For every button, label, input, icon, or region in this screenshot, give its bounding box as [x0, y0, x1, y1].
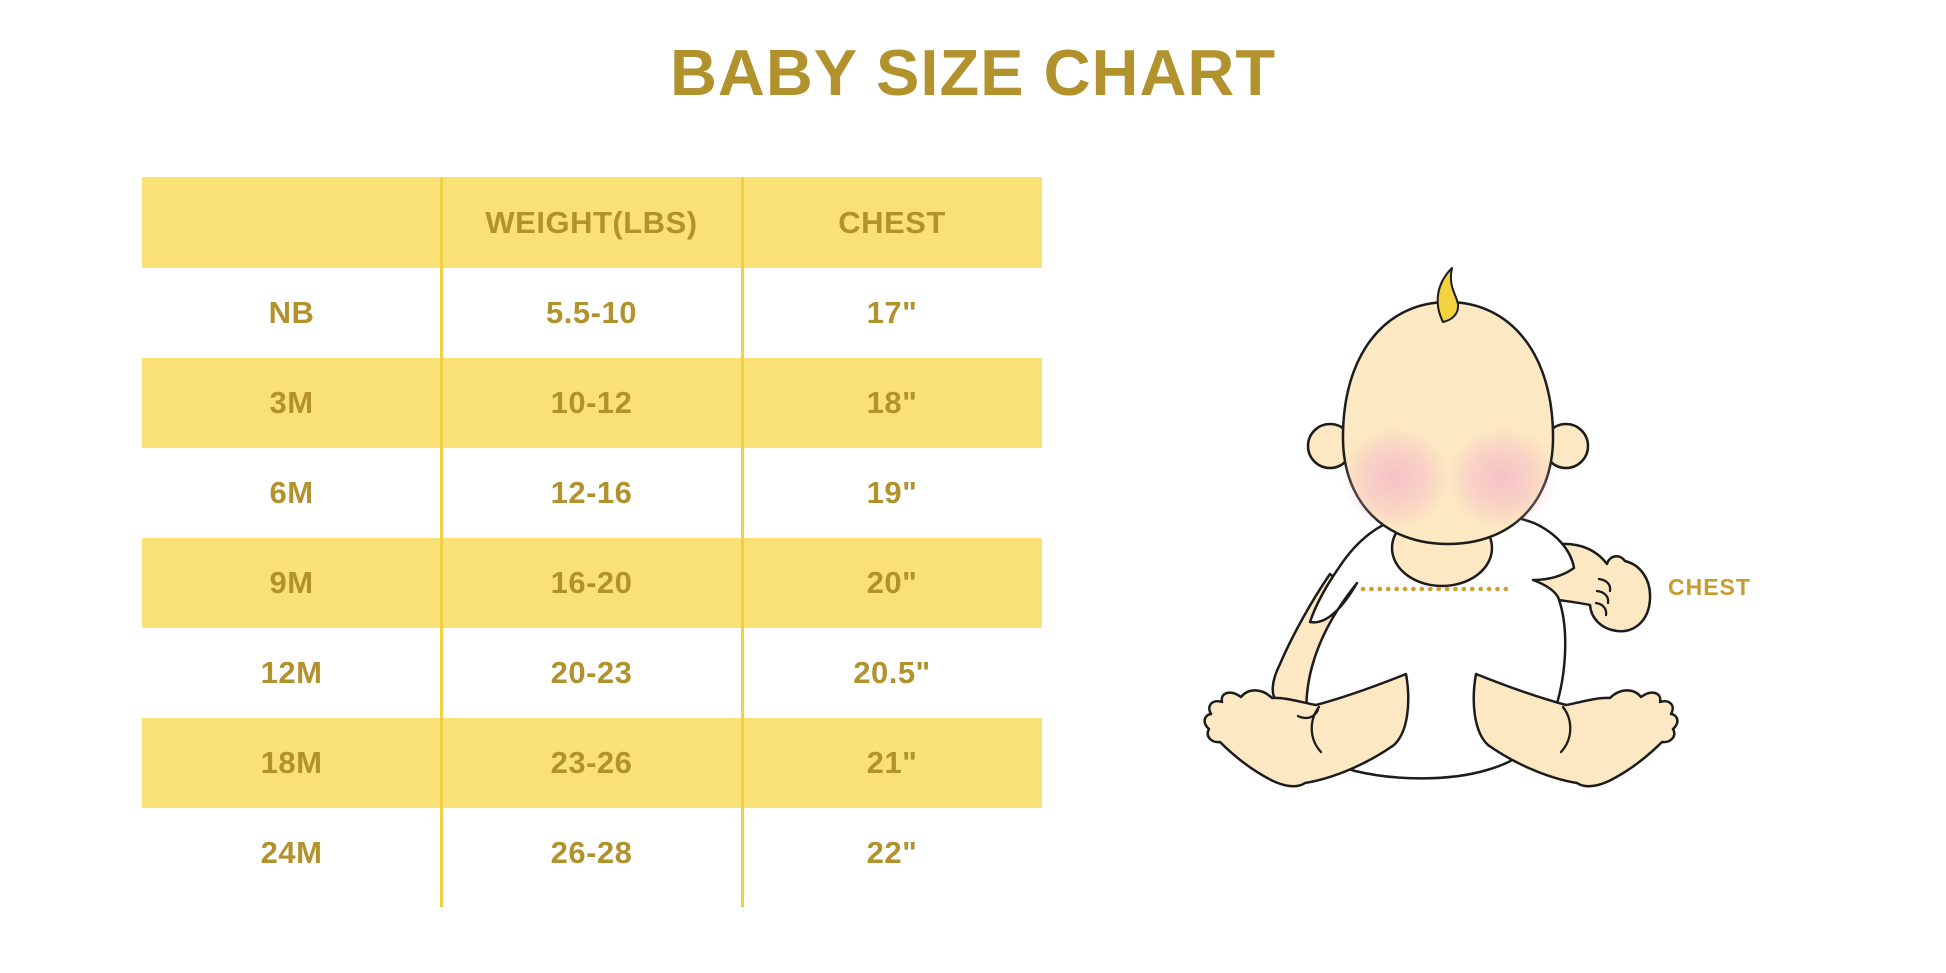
- table-row: 3M 10-12 18": [142, 358, 1042, 448]
- cell-chest: 20.5": [853, 655, 931, 690]
- fist-creases: [1594, 577, 1612, 617]
- table-row: 6M 12-16 19": [142, 448, 1042, 538]
- cell-chest: 20": [866, 565, 918, 600]
- table-header-row: WEIGHT(LBS) CHEST: [142, 177, 1042, 268]
- header-cell-weight: WEIGHT(LBS): [485, 204, 698, 240]
- baby-left-leg: [1203, 672, 1410, 788]
- column-divider-line: [440, 177, 443, 907]
- cell-size: 18M: [260, 745, 323, 780]
- hand-crease: [1296, 708, 1320, 720]
- chest-label: CHEST: [1668, 574, 1751, 600]
- table-row: 12M 20-23 20.5": [142, 628, 1042, 718]
- cell-size: NB: [268, 295, 315, 330]
- cell-chest: 22": [866, 835, 918, 870]
- cell-size: 6M: [269, 475, 314, 510]
- table-row: 24M 26-28 22": [142, 808, 1042, 898]
- cell-weight: 20-23: [550, 655, 633, 690]
- cell-chest: 17": [866, 295, 918, 330]
- cell-size: 3M: [269, 385, 314, 420]
- baby-hair-curl: [1436, 267, 1460, 323]
- size-table: WEIGHT(LBS) CHEST NB 5.5-10 17" 3M 10-12…: [142, 177, 1042, 898]
- cell-weight: 12-16: [550, 475, 633, 510]
- cell-chest: 21": [866, 745, 918, 780]
- baby-blush-left: [1341, 428, 1449, 528]
- cell-weight: 5.5-10: [546, 295, 637, 330]
- column-divider-line: [741, 177, 744, 907]
- cell-chest: 18": [866, 385, 918, 420]
- cell-size: 12M: [260, 655, 323, 690]
- baby-illustration: [1180, 250, 1680, 810]
- cell-weight: 23-26: [550, 745, 633, 780]
- cell-chest: 19": [866, 475, 918, 510]
- table-row: 18M 23-26 21": [142, 718, 1042, 808]
- cell-weight: 16-20: [550, 565, 633, 600]
- table-row: NB 5.5-10 17": [142, 268, 1042, 358]
- baby-head-group: [1306, 267, 1590, 546]
- table-row: 9M 16-20 20": [142, 538, 1042, 628]
- header-cell-chest: CHEST: [838, 204, 946, 240]
- baby-blush-right: [1448, 428, 1556, 528]
- cell-size: 9M: [269, 565, 314, 600]
- page-title: BABY SIZE CHART: [669, 36, 1277, 109]
- cell-weight: 26-28: [550, 835, 633, 870]
- cell-weight: 10-12: [550, 385, 633, 420]
- cell-size: 24M: [260, 835, 323, 870]
